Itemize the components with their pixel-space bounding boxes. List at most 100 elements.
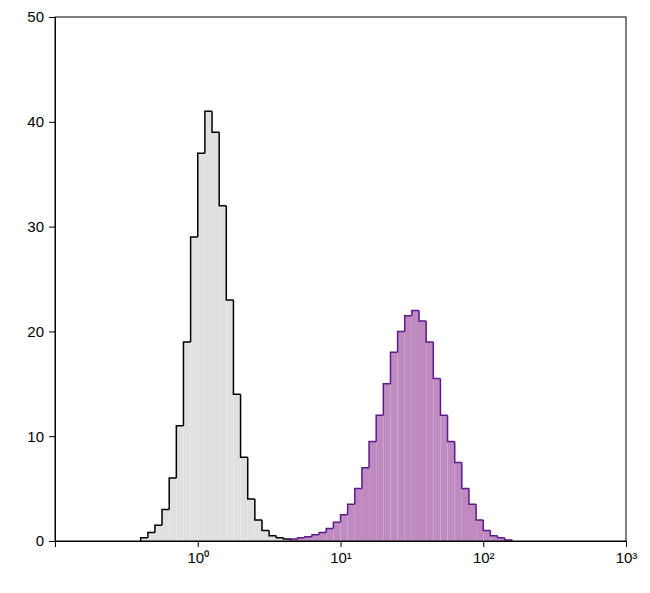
histogram-outline — [440, 379, 447, 416]
histogram-bin — [483, 531, 490, 541]
x-axis: 10⁰10¹10²10³ — [56, 541, 638, 566]
histogram-outline — [155, 525, 162, 532]
histogram-outline — [476, 504, 483, 520]
histogram-outline — [498, 536, 505, 538]
histogram-outline — [490, 531, 497, 536]
histogram-bin — [255, 520, 262, 541]
histogram-outline — [305, 537, 312, 538]
histogram-outline — [319, 533, 326, 535]
histogram-bin — [390, 352, 397, 541]
y-tick: 30 — [27, 218, 55, 235]
histogram-bin — [169, 478, 176, 541]
histogram-outline — [219, 132, 226, 205]
y-tick-mark — [49, 541, 55, 542]
y-tick: 10 — [27, 428, 55, 445]
histogram-outline — [333, 522, 340, 528]
y-tick-label: 10 — [27, 428, 44, 445]
histogram-bin — [383, 384, 390, 541]
histogram-outline — [462, 462, 469, 488]
histogram-bin — [405, 316, 412, 541]
histogram-bin — [398, 331, 405, 541]
y-tick: 0 — [36, 532, 55, 549]
histogram-bin — [191, 237, 198, 541]
histogram-outline — [176, 426, 183, 478]
histogram-outline — [426, 321, 433, 342]
histogram-bin — [248, 499, 255, 541]
x-tick-mark — [626, 541, 627, 547]
histogram-bin — [226, 300, 233, 541]
histogram-outline — [369, 441, 376, 467]
y-tick-mark — [49, 17, 55, 18]
histogram-bin — [362, 468, 369, 541]
y-tick-mark — [49, 227, 55, 228]
chart: 10⁰10¹10²10³01020304050 — [0, 0, 650, 593]
histogram-outline — [191, 237, 198, 342]
x-tick: 10¹ — [330, 541, 352, 566]
y-tick-label: 40 — [27, 113, 44, 130]
histogram-bin — [476, 520, 483, 541]
histogram-bin — [341, 515, 348, 541]
histogram-outline — [262, 520, 269, 530]
histogram-bin — [412, 310, 419, 541]
histogram-outline — [169, 478, 176, 509]
histogram-bin — [262, 531, 269, 541]
histogram-outline — [233, 300, 240, 394]
plot-frame — [55, 17, 626, 541]
histogram-outline — [419, 310, 426, 320]
x-tick-mark — [198, 541, 199, 547]
histogram-outline — [212, 111, 219, 132]
x-tick-label: 10⁰ — [187, 549, 209, 566]
histogram-bin — [462, 489, 469, 541]
histogram-bin — [183, 342, 190, 541]
histogram-outline — [469, 489, 476, 505]
histogram-outline — [405, 316, 412, 332]
histogram-outline — [390, 352, 397, 383]
histogram-bin — [176, 426, 183, 541]
histogram-bin — [433, 379, 440, 541]
histogram-outline — [348, 504, 355, 514]
histogram-bin — [148, 533, 155, 541]
histogram-outline — [162, 510, 169, 526]
histogram-outline — [312, 535, 319, 537]
histogram-outline — [362, 468, 369, 489]
histogram-outline — [448, 415, 455, 441]
histogram-bin — [369, 441, 376, 541]
x-tick-mark — [341, 541, 342, 547]
histogram-outline — [198, 153, 205, 237]
histogram-bin — [212, 132, 219, 541]
plot-area — [141, 111, 512, 541]
histogram-bin — [469, 504, 476, 541]
histogram-outline — [276, 536, 283, 538]
histogram-bin — [333, 522, 340, 541]
histogram-outline — [376, 415, 383, 441]
histogram-bin — [269, 536, 276, 541]
histogram-outline — [383, 384, 390, 415]
y-tick-mark — [49, 122, 55, 123]
x-tick: 10⁰ — [187, 541, 209, 566]
histogram-bin — [419, 321, 426, 541]
histogram-bin — [319, 533, 326, 541]
histogram-bin — [355, 489, 362, 541]
y-tick-mark — [49, 331, 55, 332]
y-tick-label: 30 — [27, 218, 44, 235]
histogram-bin — [155, 525, 162, 541]
y-tick-label: 50 — [27, 8, 44, 25]
y-tick: 40 — [27, 113, 55, 130]
x-tick-mark — [483, 541, 484, 547]
histogram-outline — [483, 520, 490, 530]
histogram-outline — [269, 531, 276, 536]
histogram-bin — [162, 510, 169, 541]
histogram-bin — [205, 111, 212, 541]
histogram-outline — [248, 457, 255, 499]
y-axis: 0 10 20 30 40 50 — [27, 8, 55, 549]
histogram-bin — [326, 528, 333, 541]
histogram-bin — [348, 504, 355, 541]
histogram-bin — [233, 394, 240, 541]
x-tick-label: 10¹ — [330, 549, 352, 566]
x-tick-label: 10² — [473, 549, 495, 566]
y-axis-line — [49, 18, 56, 542]
histogram-bin — [312, 535, 319, 541]
histogram-outline — [398, 331, 405, 352]
histogram-bin — [426, 342, 433, 541]
y-tick-label: 20 — [27, 323, 44, 340]
